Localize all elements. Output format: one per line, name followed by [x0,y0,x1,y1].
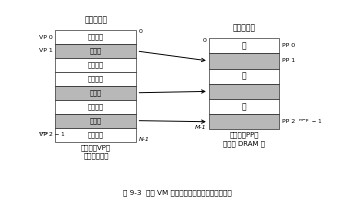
Text: 0: 0 [139,29,143,34]
Text: 空: 空 [242,102,246,111]
Text: − 1: − 1 [310,119,321,124]
Text: 缓存的: 缓存的 [90,89,102,96]
Bar [209,53,279,69]
Text: 缓存在 DRAM 中: 缓存在 DRAM 中 [223,141,265,147]
Text: 图 9-3  一个 VM 系统是如何使用主存作为缓存的: 图 9-3 一个 VM 系统是如何使用主存作为缓存的 [122,190,232,196]
Text: 未分配的: 未分配的 [88,34,104,40]
Text: − 1: − 1 [53,132,64,137]
Text: PP 0: PP 0 [282,43,295,48]
Text: N-1: N-1 [139,137,150,142]
Text: 未缓存的: 未缓存的 [88,62,104,68]
Text: VP 2: VP 2 [39,132,53,137]
Text: 虚拟页（VP）: 虚拟页（VP） [81,144,111,151]
Bar [209,84,279,99]
Text: 空: 空 [242,41,246,50]
Bar [209,38,279,53]
Text: 未分配的: 未分配的 [88,75,104,82]
Text: 物理页（PP）: 物理页（PP） [229,132,259,138]
Bar [55,44,136,58]
Bar [55,100,136,114]
Bar [209,69,279,84]
Text: m−p: m−p [298,118,309,122]
Text: M-1: M-1 [195,125,206,130]
Bar [55,72,136,86]
Text: VP 1: VP 1 [39,49,53,53]
Text: VP 0: VP 0 [39,34,53,40]
Bar [55,128,136,142]
Text: 未缓存的: 未缓存的 [88,103,104,110]
Text: 缓存的: 缓存的 [90,117,102,124]
Bar [55,86,136,100]
Text: 虚拟存储器: 虚拟存储器 [84,15,108,24]
Text: 存储在磁盘上: 存储在磁盘上 [83,153,109,159]
Bar [209,114,279,129]
Text: 缓存的: 缓存的 [90,48,102,54]
Text: 空: 空 [242,72,246,81]
Text: 未缓存的: 未缓存的 [88,131,104,138]
Text: 物理存储器: 物理存储器 [233,23,256,32]
Text: PP 2: PP 2 [282,119,295,124]
Bar [55,58,136,72]
Text: PP 1: PP 1 [282,59,295,63]
Bar [55,114,136,128]
Text: 0: 0 [202,38,206,43]
Text: n−p: n−p [40,131,49,135]
Bar [55,30,136,44]
Bar [209,99,279,114]
